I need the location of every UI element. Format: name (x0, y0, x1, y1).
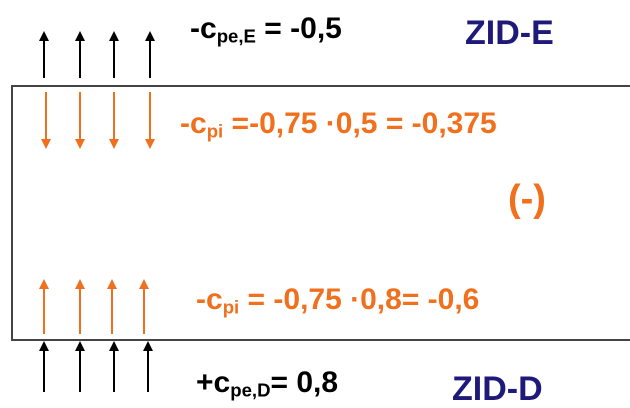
top-internal-coefficient-label: -cpi =-0,75 ·0,5 = -0,375 (180, 107, 497, 142)
external-pressure-arrows-top (39, 31, 155, 78)
internal-pressure-arrows-top (41, 92, 155, 149)
top-external-coefficient-label: -cpe,E = -0,5 (190, 12, 342, 47)
external-pressure-arrows-bottom (39, 341, 153, 392)
top-external-prefix: -c (190, 12, 217, 45)
top-zone-label: ZID-E (465, 14, 554, 52)
bottom-external-subscript: pe,D (230, 379, 271, 401)
bottom-internal-value: = -0,75 ·0,8= -0,6 (239, 283, 480, 316)
bottom-external-value: = 0,8 (270, 366, 339, 399)
bottom-external-prefix: +c (196, 366, 231, 399)
top-external-subscript: pe,E (216, 25, 256, 47)
pressure-sign-label: (-) (508, 178, 546, 220)
top-internal-subscript: pi (206, 120, 224, 142)
top-internal-prefix: -c (180, 107, 207, 140)
bottom-internal-subscript: pi (222, 296, 240, 318)
bottom-internal-coefficient-label: -cpi = -0,75 ·0,8= -0,6 (196, 283, 480, 318)
internal-pressure-arrows-bottom (39, 279, 149, 334)
building-outline (11, 85, 630, 341)
bottom-external-coefficient-label: +cpe,D= 0,8 (196, 366, 339, 401)
bottom-internal-prefix: -c (196, 283, 223, 316)
bottom-zone-label: ZID-D (452, 370, 543, 408)
top-external-value: = -0,5 (255, 12, 342, 45)
top-internal-value: =-0,75 ·0,5 = -0,375 (223, 107, 497, 140)
